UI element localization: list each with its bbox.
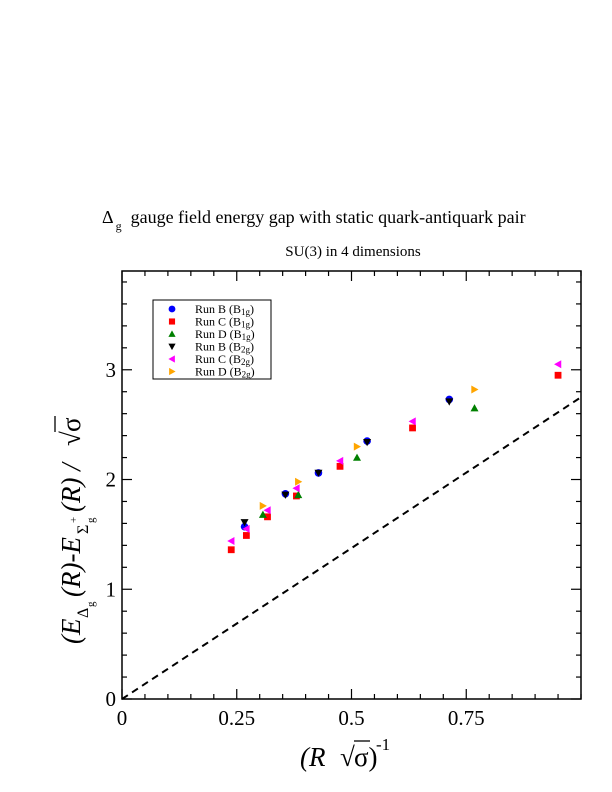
data-point [408,417,416,426]
title-symbol: Δ [102,207,114,227]
svg-text:g: g [85,601,97,607]
data-point [264,513,271,521]
data-point [242,524,250,533]
legend-label: Run C (B1g) [195,315,254,330]
data-point [554,371,562,379]
svg-text:√: √ [340,742,355,772]
svg-text:σ: σ [56,417,86,432]
reference-line [121,396,582,700]
data-point [258,510,267,518]
legend-label: Run C (B2g) [195,352,254,367]
title-subscript: g [116,219,122,233]
data-point [242,532,250,539]
y-tick-label: 0 [106,687,117,711]
x-tick-label: 0.75 [448,706,485,730]
data-point [263,506,271,515]
legend-marker [168,355,175,363]
legend: Run B (B1g)Run C (B1g)Run D (B1g)Run B (… [152,299,272,380]
legend-label: Run D (B2g) [195,365,255,380]
data-point [445,398,454,406]
svg-text:g: g [85,517,97,523]
x-axis-label: (R √ σ) -1 [300,735,390,772]
y-tick-label: 2 [106,468,117,492]
data-point [554,360,562,369]
data-point [240,519,249,527]
svg-text:(R) /: (R) / [56,461,86,512]
data-point [281,491,290,499]
reference-line-layer [121,396,582,700]
svg-text:σ): σ) [354,742,378,772]
data-point [227,546,235,554]
svg-text:Σ: Σ [75,525,92,534]
svg-text:(R)-E: (R)-E [56,537,86,597]
data-points [227,360,562,554]
title-text: gauge field energy gap with static quark… [131,207,526,227]
legend-box [152,299,272,380]
legend-label: Run B (B2g) [195,340,254,355]
y-axis-label: (E Δ g (R)-E Σ + g (R) / √ σ [54,416,97,644]
svg-text:(E: (E [56,618,86,644]
legend-marker [168,343,176,351]
data-point [292,484,300,493]
data-point [314,469,323,477]
chart-subtitle: SU(3) in 4 dimensions [285,244,421,260]
legend-marker [169,367,176,376]
legend-label: Run D (B1g) [195,327,255,342]
legend-marker [168,318,176,325]
svg-text:-1: -1 [376,735,390,754]
y-tick-label: 1 [106,577,117,601]
axis-ticks: 0 0.25 0.5 0.75 0 1 2 3 [106,271,582,730]
x-tick-label: 0.5 [338,706,364,730]
data-point [336,462,344,470]
svg-text:Δ: Δ [75,608,92,618]
data-point [409,424,416,432]
x-tick-label: 0 [117,706,128,730]
data-point [363,439,372,447]
data-point [470,404,479,412]
legend-marker [168,305,176,313]
data-point [353,442,362,451]
legend-label: Run B (B1g) [195,302,254,317]
data-point [471,385,479,394]
data-point [294,490,303,499]
x-tick-label: 0.25 [218,706,255,730]
svg-text:√: √ [56,431,86,446]
data-point [353,453,362,461]
data-point [295,477,303,486]
data-point [227,536,235,545]
svg-text:+: + [68,517,80,523]
svg-text:(R: (R [300,742,326,772]
data-point [259,501,267,510]
y-tick-label: 3 [106,358,117,382]
data-point [336,456,344,465]
legend-marker [168,330,176,337]
